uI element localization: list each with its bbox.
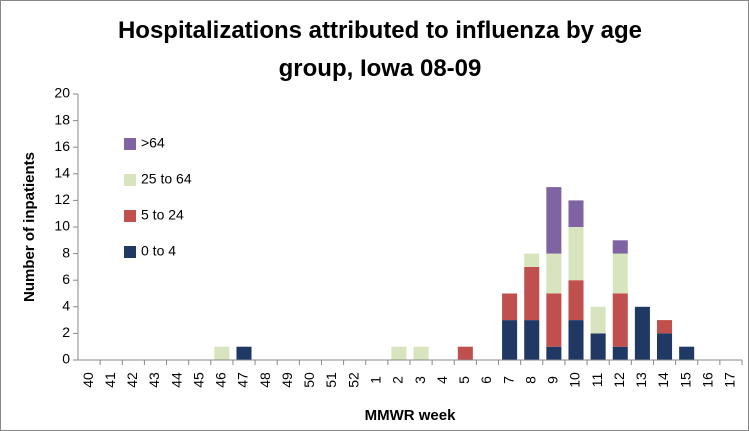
legend-swatch	[124, 138, 136, 150]
y-tick-label: 18	[54, 111, 70, 127]
x-tick-label: 17	[722, 372, 738, 388]
bar-segment	[657, 333, 673, 360]
y-tick-label: 16	[54, 138, 70, 154]
bar-segment	[679, 346, 695, 360]
x-tick-label: 43	[146, 372, 162, 388]
bar-segment	[524, 266, 540, 321]
x-tick-label: 12	[611, 372, 627, 388]
bar-segment	[524, 253, 540, 267]
x-tick-label: 49	[279, 372, 295, 388]
bar-segment	[546, 253, 562, 294]
y-tick-label: 0	[62, 351, 70, 367]
legend-swatch	[124, 210, 136, 222]
x-tick-label: 9	[545, 376, 561, 384]
y-tick-label: 14	[54, 165, 70, 181]
bar-segment	[546, 293, 562, 347]
x-tick-label: 40	[80, 372, 96, 388]
x-tick-label: 45	[190, 372, 206, 388]
bar-segment	[634, 306, 650, 360]
x-tick-label: 41	[102, 372, 118, 388]
bar-segment	[502, 320, 518, 360]
x-tick-label: 48	[257, 372, 273, 388]
y-axis-label: Number of inpatients	[21, 152, 38, 302]
x-tick-label: 11	[589, 373, 605, 388]
y-tick-label: 6	[62, 271, 70, 287]
y-tick-label: 2	[62, 324, 70, 340]
x-tick-label: 6	[478, 376, 494, 384]
bar-segment	[568, 227, 584, 281]
bar-segment	[524, 320, 540, 360]
legend-label: >64	[141, 135, 165, 151]
bar-segment	[214, 346, 230, 360]
bar-segment	[502, 293, 518, 321]
bar-segment	[457, 346, 473, 360]
bar-segment	[391, 346, 407, 360]
bar-segment	[590, 333, 606, 360]
x-tick-label: 42	[124, 372, 140, 388]
legend-swatch	[124, 246, 136, 258]
bar-segment	[568, 320, 584, 360]
x-tick-label: 47	[235, 372, 251, 388]
bar-segment	[657, 320, 673, 334]
bar-segment	[612, 346, 628, 360]
y-tick-label: 10	[54, 218, 70, 234]
y-tick-label: 8	[62, 244, 70, 260]
x-tick-label: 46	[213, 372, 229, 388]
legend-swatch	[124, 174, 136, 186]
x-tick-label: 8	[522, 376, 538, 384]
x-tick-label: 5	[456, 376, 472, 384]
legend-label: 25 to 64	[141, 171, 192, 187]
x-tick-label: 50	[301, 372, 317, 388]
y-tick-label: 4	[62, 298, 70, 314]
x-tick-label: 16	[700, 372, 716, 388]
bar-segment	[413, 346, 429, 360]
bar-segment	[612, 253, 628, 294]
x-tick-label: 10	[567, 372, 583, 388]
x-tick-label: 14	[655, 372, 671, 388]
bar-segment	[236, 346, 252, 360]
bar-segment	[568, 280, 584, 321]
y-tick-label: 12	[54, 191, 70, 207]
x-tick-label: 44	[168, 372, 184, 388]
bar-segment	[546, 346, 562, 360]
x-tick-label: 7	[500, 376, 516, 384]
x-tick-label: 2	[390, 376, 406, 384]
bar-segment	[612, 293, 628, 347]
x-tick-label: 1	[368, 376, 384, 384]
x-tick-label: 51	[323, 372, 339, 388]
bar-segment	[568, 200, 584, 227]
x-axis-label: MMWR week	[365, 407, 457, 424]
x-tick-label: 52	[345, 372, 361, 388]
x-tick-label: 13	[633, 372, 649, 388]
legend-label: 0 to 4	[141, 243, 176, 259]
x-tick-label: 3	[412, 376, 428, 384]
x-tick-label: 15	[677, 372, 693, 388]
legend-label: 5 to 24	[141, 207, 184, 223]
bar-segment	[590, 306, 606, 334]
bar-segment	[612, 240, 628, 254]
y-tick-label: 20	[54, 85, 70, 101]
chart-title: Hospitalizations attributed to influenza…	[117, 17, 643, 82]
bar-segment	[546, 187, 562, 254]
x-tick-label: 4	[434, 376, 450, 384]
